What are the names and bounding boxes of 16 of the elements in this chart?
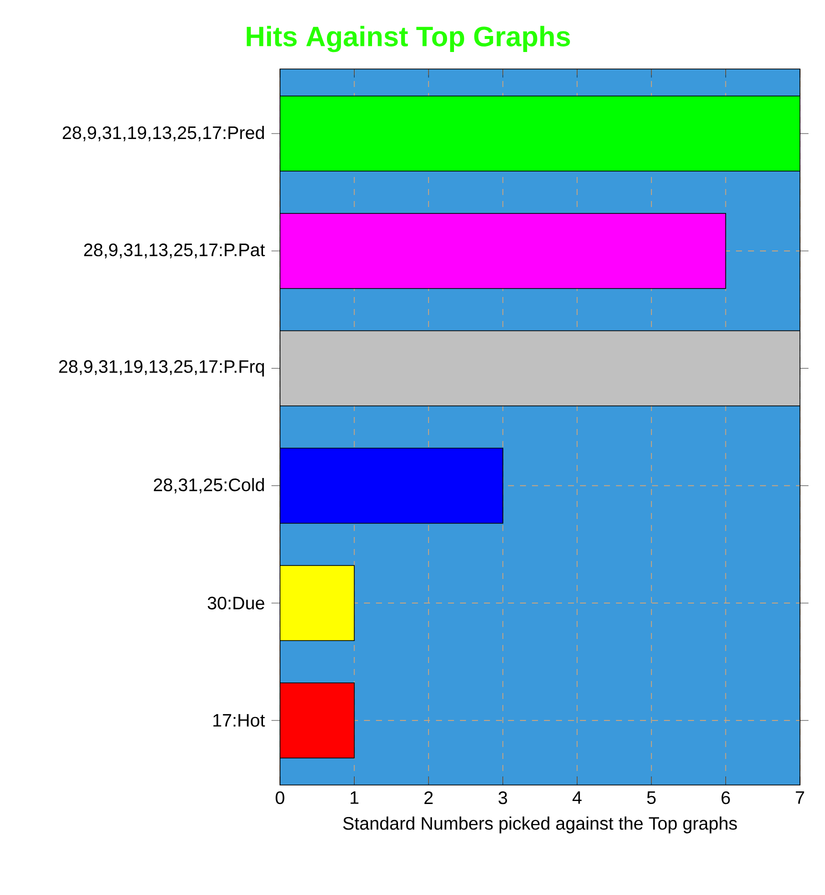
y-tick-label: 30:Due [208,596,264,610]
x-tick-label: 6 [722,791,730,804]
y-tick-label: 28,9,31,13,25,17:P.Pat [84,244,265,258]
x-tick-label: 3 [498,791,508,804]
y-tick-label: 17:Hot [213,714,265,727]
y-tick-label: 28,9,31,19,13,25,17:P.Frq [59,360,264,376]
chart-title: Hits Against Top Graphs [246,26,570,52]
x-tick-label: 7 [796,791,804,804]
y-tick-label: 28,9,31,19,13,25,17:Pred [62,126,264,142]
x-tick-label: 5 [647,791,656,804]
x-tick-label: 1 [350,791,358,804]
x-tick-label: 0 [276,791,284,804]
x-tick-label: 2 [424,791,433,804]
x-axis-title: Standard Numbers picked against the Top graphs [343,816,737,834]
x-tick-label: 4 [572,791,582,804]
y-tick-label: 28,31,25:Cold [154,478,264,494]
